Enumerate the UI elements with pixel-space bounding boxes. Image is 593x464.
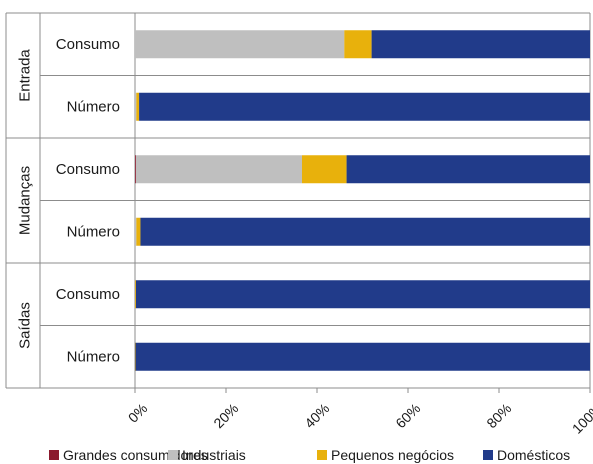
legend-label-2: Pequenos negócios <box>331 447 454 463</box>
x-tick-label-3: 60% <box>392 400 423 431</box>
bar-segment-pequenos-negócios-row-1 <box>136 92 140 121</box>
legend-label-1: Industriais <box>182 447 246 463</box>
bars <box>135 30 590 371</box>
row-label-2: Consumo <box>56 161 120 178</box>
bar-segment-domésticos-row-5 <box>135 342 590 371</box>
bar-segment-industriais-row-0 <box>135 30 345 59</box>
bar-segment-pequenos-negócios-row-3 <box>136 217 141 246</box>
row-label-1: Número <box>67 98 120 115</box>
bar-segment-pequenos-negócios-row-4 <box>135 280 136 309</box>
x-axis: 0% 20% 40% 60% 80% 100% <box>125 388 593 437</box>
group-label-0: Entrada <box>17 49 34 102</box>
chart-frame <box>5 12 591 389</box>
x-tick-label-4: 80% <box>483 400 514 431</box>
legend-swatch-2 <box>317 450 327 460</box>
row-labels: Consumo Número Consumo Número Consumo Número <box>56 36 120 366</box>
bar-segment-industriais-row-1 <box>135 92 137 121</box>
group-label-2: Saídas <box>17 302 34 349</box>
bar-segment-industriais-row-3 <box>135 217 137 246</box>
bar-segment-domésticos-row-2 <box>346 155 590 184</box>
legend-swatch-1 <box>168 450 178 460</box>
bar-segment-pequenos-negócios-row-0 <box>344 30 372 59</box>
group-labels: Entrada Mudanças Saídas <box>17 49 34 349</box>
row-label-5: Número <box>67 348 120 365</box>
bar-segment-industriais-row-2 <box>135 155 302 184</box>
bar-segment-domésticos-row-4 <box>135 280 590 309</box>
legend-swatch-0 <box>49 450 59 460</box>
x-tick-label-2: 40% <box>301 400 332 431</box>
x-tick-label-1: 20% <box>210 400 241 431</box>
x-tick-label-0: 0% <box>125 400 151 426</box>
bar-segment-domésticos-row-0 <box>371 30 590 59</box>
bar-segment-grandes-consumidores-row-2 <box>135 155 136 184</box>
row-label-0: Consumo <box>56 36 120 53</box>
bar-segment-domésticos-row-1 <box>139 92 590 121</box>
bar-segment-domésticos-row-3 <box>140 217 590 246</box>
group-label-1: Mudanças <box>17 166 34 235</box>
bar-segment-pequenos-negócios-row-5 <box>135 342 136 371</box>
legend-swatch-3 <box>483 450 493 460</box>
x-tick-label-5: 100% <box>569 400 593 437</box>
bar-segment-pequenos-negócios-row-2 <box>301 155 347 184</box>
row-label-4: Consumo <box>56 286 120 303</box>
row-label-3: Número <box>67 223 120 240</box>
legend-label-3: Domésticos <box>497 447 570 463</box>
